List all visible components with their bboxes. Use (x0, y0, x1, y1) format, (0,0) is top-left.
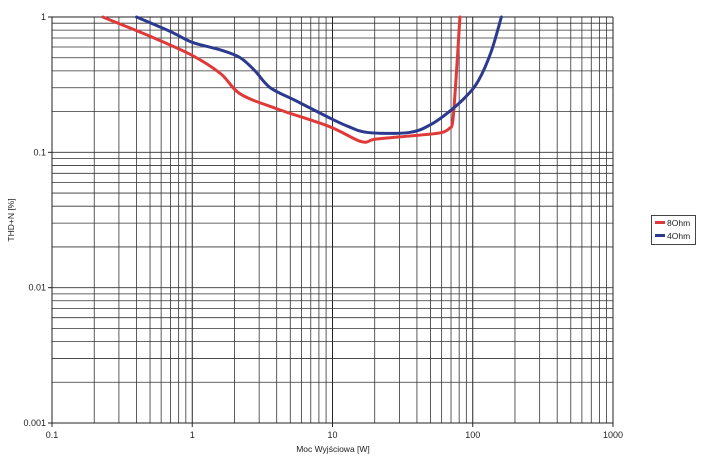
x-tick-label: 1000 (603, 430, 623, 440)
x-tick-labels: 0.1 1 10 100 1000 (46, 423, 623, 440)
legend: 8Ohm 4Ohm (651, 215, 696, 245)
legend-item-4ohm: 4Ohm (652, 229, 695, 242)
legend-label-8ohm: 8Ohm (667, 217, 691, 228)
y-axis-label: THD+N [%] (6, 198, 16, 241)
x-tick-label: 1 (190, 430, 195, 440)
y-tick-labels: 1 0.1 0.01 0.001 (23, 12, 52, 428)
legend-swatch-8ohm (655, 221, 665, 224)
grid-lines (52, 16, 614, 423)
series-lines (101, 15, 503, 144)
legend-label-4ohm: 4Ohm (667, 230, 691, 241)
series-line-8ohm (101, 15, 462, 144)
y-tick-label: 0.1 (33, 147, 46, 157)
y-tick-label: 1 (41, 12, 46, 22)
x-axis-label: Moc Wyjściowa [W] (296, 444, 370, 454)
x-tick-label: 100 (465, 430, 480, 440)
y-tick-label: 0.01 (28, 283, 46, 293)
legend-item-8ohm: 8Ohm (652, 216, 695, 229)
legend-swatch-4ohm (655, 234, 665, 237)
y-tick-label: 0.001 (23, 418, 46, 428)
series-line-4ohm (134, 15, 503, 135)
x-tick-label: 10 (327, 430, 337, 440)
x-tick-label: 0.1 (46, 430, 59, 440)
